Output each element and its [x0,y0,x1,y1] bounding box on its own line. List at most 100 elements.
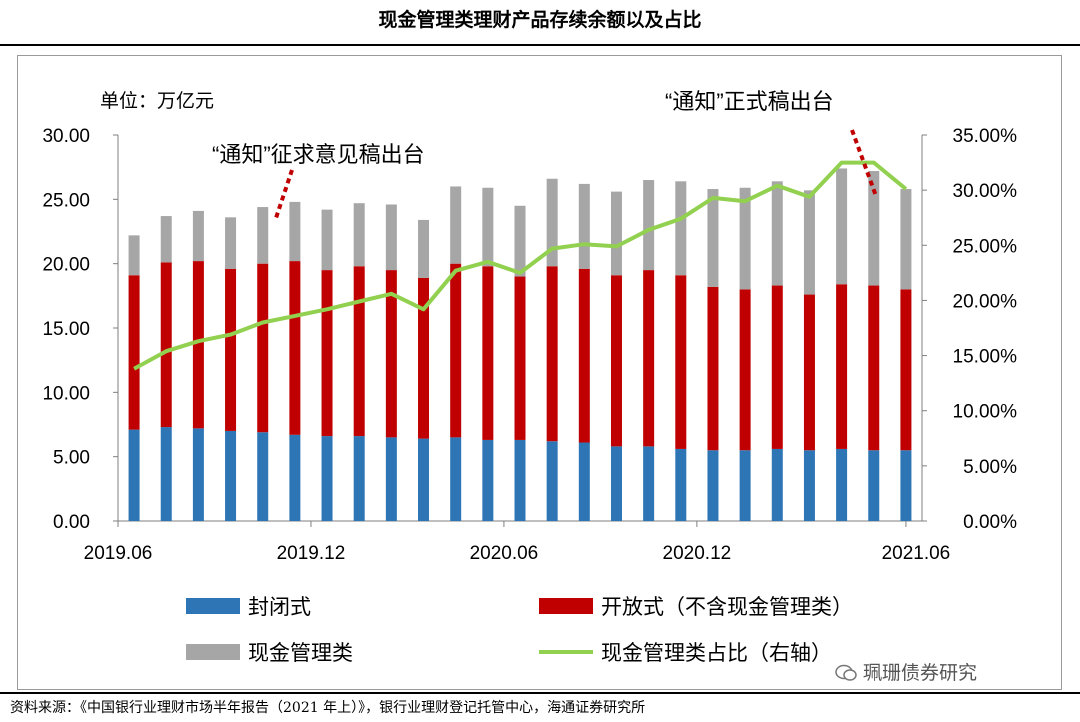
bar-closed [900,450,912,521]
page-title: 现金管理类理财产品存续余额以及占比 [378,9,702,31]
bar-cash [321,209,333,271]
bar-cash [610,191,622,276]
bar-closed [836,448,848,521]
bar-closed [739,450,751,521]
bar-open [546,266,558,442]
y-tick-label: 15.00 [42,319,90,340]
bar-open [836,284,848,449]
y2-tick-label: 5.00% [963,457,1017,478]
bar-closed [225,430,237,521]
bar-closed [160,427,172,521]
y2-tick-label: 0.00% [963,512,1017,533]
watermark: 珮珊债券研究 [835,660,977,686]
x-tick-label: 2020.06 [470,543,539,564]
bar-open [707,286,719,451]
bar-cash [739,187,751,290]
footer-divider [0,692,1080,694]
bar-cash [900,189,912,290]
y-tick-label: 20.00 [42,255,90,276]
bar-open [610,275,622,447]
bar-closed [707,450,719,521]
bar-cash [803,190,815,295]
wechat-icon [835,664,857,681]
bar-cash [771,181,783,286]
y2-tick-label: 20.00% [953,291,1018,312]
bar-open [675,275,687,449]
legend-closed-swatch [186,598,240,614]
bar-cash [643,180,655,271]
bar-cash [836,168,848,285]
bar-closed [450,437,462,521]
ratio-line [133,160,908,371]
bar-open [418,277,430,439]
bar-cash [192,210,204,262]
legend-open-label: 开放式（不含现金管理类） [601,596,853,619]
bar-cash [128,235,140,276]
bar-cash [353,203,365,267]
title-divider [0,44,1080,46]
bar-closed [578,442,590,521]
y2-tick-label: 25.00% [953,236,1018,257]
bar-open [450,263,462,438]
bar-open [128,275,140,430]
bar-cash [385,204,397,271]
bar-closed [868,450,880,521]
bar-closed [803,450,815,521]
bar-cash [707,189,719,287]
bars-layer [128,168,912,521]
bar-closed [418,438,430,521]
bar-open [803,294,815,451]
bar-open [257,263,269,433]
bar-open [771,285,783,449]
x-tick-label: 2019.06 [84,543,153,564]
bar-open [482,266,494,440]
bar-closed [675,448,687,521]
bar-closed [192,428,204,521]
bar-open [578,268,590,443]
bar-open [225,268,237,431]
watermark-text: 珮珊债券研究 [863,662,978,684]
annotation-final-label: “通知”正式稿出台 [665,89,834,114]
unit-label: 单位：万亿元 [100,90,214,112]
y2-tick-label: 30.00% [953,181,1018,202]
bar-cash [482,187,494,267]
bar-open [385,270,397,438]
bar-cash [675,181,687,276]
bar-cash [257,207,269,264]
chart-frame [17,55,1062,690]
bar-closed [514,439,526,521]
legend-ratio-label: 现金管理类占比（右轴） [601,642,832,665]
bar-closed [289,434,301,521]
y2-tick-label: 15.00% [953,347,1018,368]
bar-closed [771,448,783,521]
annotation-final-pointer [850,129,878,197]
ratio-line-layer [133,160,908,371]
y-tick-label: 0.00 [53,512,90,533]
x-tick-label: 2021.06 [882,543,951,564]
bar-closed [643,446,655,521]
bar-cash [225,217,237,269]
bar-open [643,270,655,447]
legend-open-swatch [539,598,593,614]
annotation-draft-label: “通知”征求意见稿出台 [212,142,425,167]
y2-tick-label: 35.00% [953,126,1018,147]
bar-closed [128,429,140,521]
bar-cash [289,201,301,262]
bar-closed [385,437,397,521]
bar-cash [868,171,880,286]
footer-source: 资料来源：《中国银行业理财市场半年报告（2021 年上）》，银行业理财登记托管中… [10,700,646,716]
bar-open [160,262,172,428]
annotation-layer: “通知”征求意见稿出台 “通知”正式稿出台 [212,89,878,219]
y2-tick-label: 10.00% [953,402,1018,423]
legend-cash-swatch [186,644,240,660]
bar-cash [514,205,526,277]
bar-open [289,261,301,435]
bar-cash [160,216,172,263]
axes-layer: 0.00 5.00 10.00 15.00 20.00 25.00 30.00 0.00% 5.… [42,126,1017,564]
x-tick-label: 2019.12 [277,543,346,564]
y-tick-label: 5.00 [53,448,90,469]
bar-closed [321,436,333,521]
bar-cash [418,219,430,278]
bar-open [192,261,204,429]
